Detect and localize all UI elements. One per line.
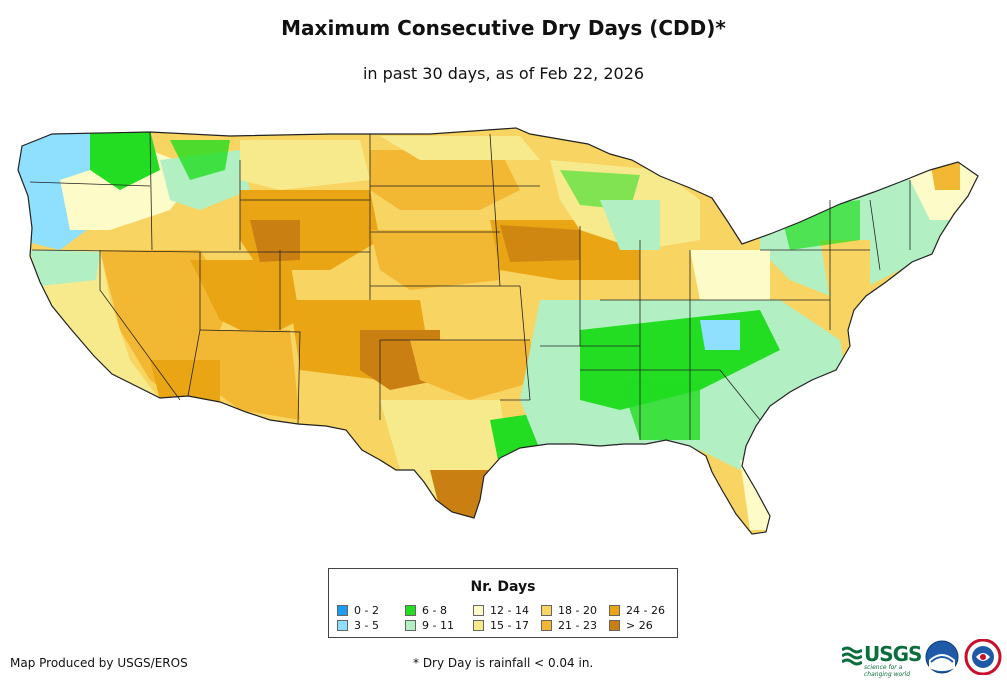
legend-item: > 26	[609, 618, 677, 633]
legend-swatch	[609, 605, 620, 616]
legend-item: 18 - 20	[541, 603, 609, 618]
map-credit: Map Produced by USGS/EROS	[10, 656, 188, 670]
nws-logo	[964, 639, 1002, 675]
legend-label: 21 - 23	[558, 619, 597, 632]
legend-swatch	[337, 605, 348, 616]
legend-label: 3 - 5	[354, 619, 379, 632]
legend-item: 21 - 23	[541, 618, 609, 633]
legend-grid: 0 - 2 3 - 5 6 - 8 9 - 11 12 - 14 15 - 17 18 - …	[337, 603, 677, 633]
legend-title: Nr. Days	[470, 579, 536, 595]
legend-swatch	[609, 620, 620, 631]
legend-label: 9 - 11	[422, 619, 454, 632]
legend-swatch	[541, 620, 552, 631]
legend-label: 15 - 17	[490, 619, 529, 632]
legend-swatch	[473, 620, 484, 631]
us-cdd-map	[17, 127, 979, 535]
legend-item: 15 - 17	[473, 618, 541, 633]
dry-day-note: * Dry Day is rainfall < 0.04 in.	[413, 656, 594, 670]
legend-label: 0 - 2	[354, 604, 379, 617]
legend-item: 24 - 26	[609, 603, 677, 618]
usgs-logo: USGS science for a changing world	[842, 642, 922, 678]
state-boundaries	[29, 131, 911, 440]
legend-swatch	[473, 605, 484, 616]
noaa-logo	[925, 640, 959, 674]
map-title: Maximum Consecutive Dry Days (CDD)*	[281, 16, 726, 40]
legend-label: 24 - 26	[626, 604, 665, 617]
legend: Nr. Days 0 - 2 3 - 5 6 - 8 9 - 11 12 - 14 15 …	[328, 568, 678, 638]
legend-swatch	[405, 605, 416, 616]
legend-label: 18 - 20	[558, 604, 597, 617]
legend-item: 3 - 5	[337, 618, 405, 633]
legend-label: 12 - 14	[490, 604, 529, 617]
legend-label: 6 - 8	[422, 604, 447, 617]
legend-swatch	[405, 620, 416, 631]
usgs-wave-icon	[842, 646, 862, 666]
usgs-wordmark: USGS	[864, 642, 922, 666]
legend-item: 9 - 11	[405, 618, 473, 633]
legend-swatch	[337, 620, 348, 631]
usgs-tagline: science for a changing world	[864, 664, 911, 678]
legend-item: 6 - 8	[405, 603, 473, 618]
map-subtitle: in past 30 days, as of Feb 22, 2026	[362, 64, 645, 83]
legend-item: 0 - 2	[337, 603, 405, 618]
legend-item: 12 - 14	[473, 603, 541, 618]
legend-swatch	[541, 605, 552, 616]
legend-label: > 26	[626, 619, 653, 632]
